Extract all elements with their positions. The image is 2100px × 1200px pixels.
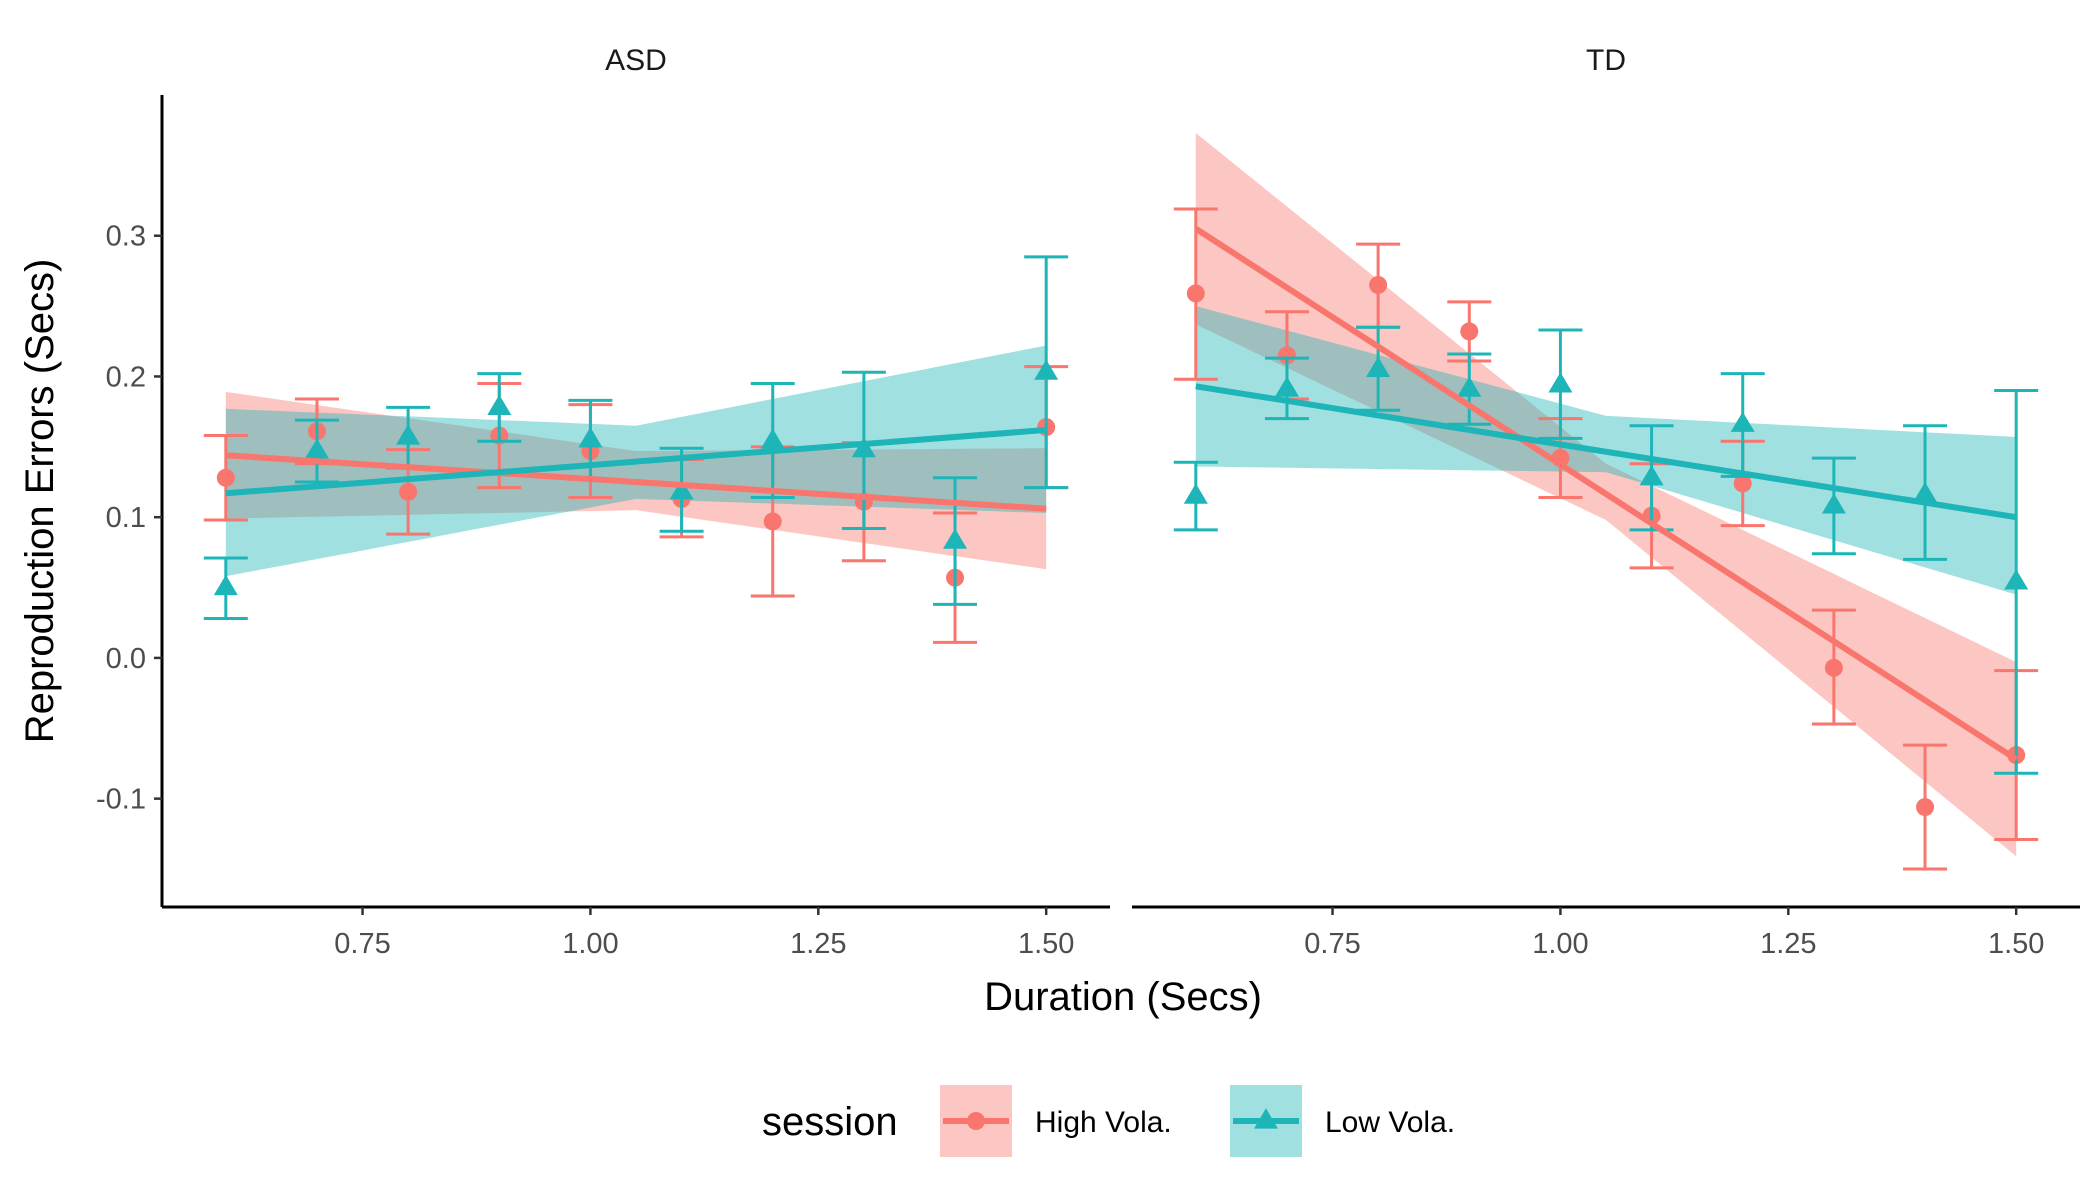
y-axis-title: Reproduction Errors (Secs): [18, 259, 62, 744]
data-point-low-vola: [1913, 482, 1938, 503]
legend-key-marker: [1254, 1108, 1278, 1129]
data-point-low-vola: [669, 479, 694, 500]
fit-line-high-vola: [1194, 226, 2018, 762]
data-point-low-vola: [487, 394, 512, 415]
y-tick-label: 0.3: [106, 221, 146, 253]
y-tick-label: 0.1: [106, 502, 146, 534]
data-point-low-vola: [1639, 465, 1664, 486]
x-tick-label: 1.25: [1760, 928, 1816, 960]
data-point-low-vola: [1730, 411, 1755, 432]
data-point-low-vola: [2004, 569, 2029, 590]
legend-key-marker: [967, 1112, 985, 1130]
data-point-low-vola: [1821, 493, 1846, 514]
data-point-high-vola: [1369, 275, 1388, 294]
data-point-high-vola: [763, 512, 782, 531]
data-point-low-vola: [851, 437, 876, 458]
legend-label: High Vola.: [1035, 1106, 1172, 1139]
fit-line-low-vola: [225, 426, 1047, 497]
data-point-low-vola: [1457, 376, 1482, 397]
y-axis: -0.1 0.0 0.1 0.2 0.3: [96, 95, 164, 907]
x-tick-label: 0.75: [334, 928, 390, 960]
x-tick-label: 1.00: [1532, 928, 1588, 960]
data-point-low-vola: [1366, 356, 1391, 377]
data-point-high-vola: [1460, 322, 1479, 341]
legend-label: Low Vola.: [1325, 1106, 1455, 1139]
y-tick-label: 0.2: [106, 361, 146, 393]
fit-line-high-vola: [225, 452, 1047, 512]
data-point-low-vola: [1274, 376, 1299, 397]
data-point-low-vola: [213, 574, 238, 596]
data-point-low-vola: [1548, 372, 1573, 393]
x-tick-label: 1.00: [562, 928, 618, 960]
data-point-high-vola: [399, 482, 418, 501]
data-point-high-vola: [1733, 474, 1752, 493]
panel-strip-label: TD: [1586, 44, 1626, 77]
data-point-low-vola: [578, 427, 603, 448]
legend-item-low-vola: Low Vola.: [1230, 1085, 1455, 1157]
data-point-low-vola: [943, 528, 968, 549]
panel-td: TD 0.75 1.00 1.25 1.50: [1132, 44, 2080, 960]
fit-line-low-vola: [1195, 383, 2017, 521]
y-tick-label: -0.1: [96, 784, 146, 816]
data-point-low-vola: [1183, 483, 1208, 504]
x-tick-label: 1.25: [790, 928, 846, 960]
data-point-high-vola: [1916, 798, 1935, 817]
panel-asd: ASD 0.75 1.00 1.25 1.50: [162, 44, 1110, 960]
legend-item-high-vola: High Vola.: [940, 1085, 1172, 1157]
x-axis-title: Duration (Secs): [984, 975, 1262, 1019]
data-point-high-vola: [216, 468, 235, 487]
x-tick-label: 1.50: [1988, 928, 2044, 960]
panel-strip-label: ASD: [605, 44, 667, 77]
data-point-high-vola: [1186, 284, 1205, 303]
legend-title: session: [762, 1100, 898, 1144]
data-point-low-vola: [396, 424, 421, 445]
data-point-low-vola: [304, 438, 329, 459]
x-tick-label: 0.75: [1304, 928, 1360, 960]
x-tick-label: 1.50: [1018, 928, 1074, 960]
data-point-high-vola: [1277, 346, 1296, 365]
y-tick-label: 0.0: [106, 643, 146, 675]
data-point-high-vola: [1824, 658, 1843, 677]
data-point-low-vola: [760, 428, 785, 449]
legend: session High Vola. Low Vola.: [762, 1085, 1455, 1157]
data-point-low-vola: [1034, 359, 1059, 380]
